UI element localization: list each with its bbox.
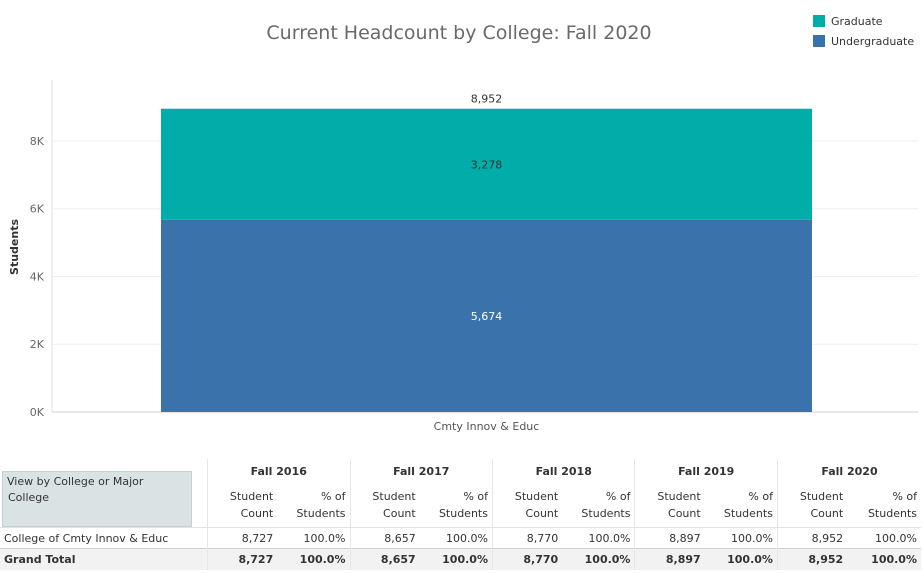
header-student-count: Student Count [776,483,848,528]
y-axis-label: Students [8,219,21,275]
view-by-control[interactable]: View by College or Major College [2,471,192,527]
header-text: % of [463,490,488,503]
legend-label-graduate: Graduate [831,14,883,28]
bar-undergraduate [161,219,812,412]
y-tick-label: 2K [30,338,45,351]
header-text: Student [372,490,416,503]
y-tick-label: 6K [30,203,45,216]
header-pct-students: % of Students [420,483,493,528]
bar-graduate [161,108,812,220]
header-text: Count [668,507,701,520]
row-label: College of Cmty Innov & Educ [0,527,208,549]
header-student-count: Student Count [491,483,563,528]
cell-student-count: 8,770 [491,548,563,570]
cell-student-count: 8,657 [349,548,420,570]
view-by-title: View by College or Major [7,475,144,488]
chart-title: Current Headcount by College: Fall 2020 [266,22,651,44]
cell-pct-students: 100.0% [847,548,921,570]
year-header-2019: Fall 2019 [634,459,778,483]
header-pct-students: % of Students [562,483,635,528]
cell-pct-students: 100.0% [419,527,493,549]
header-student-count: Student Count [207,483,278,528]
cell-pct-students: 100.0% [847,527,921,549]
header-student-count: Student Count [349,483,420,528]
header-pct-students: % of Students [847,483,921,528]
cell-student-count: 8,770 [491,527,563,549]
header-text: Students [581,507,631,520]
cell-student-count: 8,727 [207,548,278,570]
year-header-2018: Fall 2018 [491,459,635,483]
header-student-count: Student Count [634,483,705,528]
grand-total-row: Grand Total 8,727 100.0% 8,657 100.0% 8,770 1… [0,548,921,570]
header-text: Students [867,507,917,520]
grand-total-label: Grand Total [0,548,208,570]
header-text: Students [723,507,773,520]
headcount-chart: Current Headcount by College: Fall 2020 … [8,22,918,433]
header-pct-students: % of Students [705,483,778,528]
header-text: Count [810,507,844,520]
header-pct-students: % of Students [277,483,350,528]
cell-student-count: 8,952 [776,548,848,570]
header-text: Students [296,507,346,520]
header-text: % of [892,490,917,503]
header-text: % of [320,490,346,503]
y-tick-label: 0K [30,406,45,419]
data-label-undergraduate: 5,674 [471,310,503,323]
cell-pct-students: 100.0% [277,527,350,549]
year-header-row: Fall 2016 Fall 2017 Fall 2018 Fall 2019 … [0,459,921,483]
cell-pct-students: 100.0% [277,548,350,570]
header-text: Student [514,490,559,503]
cell-student-count: 8,897 [634,527,705,549]
legend-swatch-graduate [813,15,825,27]
legend-item-graduate[interactable]: Graduate [813,11,914,31]
header-text: Students [438,507,488,520]
total-label: 8,952 [471,93,503,106]
y-tick-label: 8K [30,135,45,148]
cell-student-count: 8,657 [349,527,420,549]
table-row: College of Cmty Innov & Educ 8,727 100.0%… [0,527,921,549]
header-text: Count [240,507,274,520]
header-text: Student [799,490,844,503]
legend-swatch-undergraduate [813,35,825,47]
legend: Graduate Undergraduate [813,11,914,51]
header-text: % of [748,490,773,503]
legend-label-undergraduate: Undergraduate [831,34,915,48]
header-text: Count [525,507,559,520]
header-text: % of [605,490,631,503]
plot-area: 0K 2K 4K 6K 8K 5,674 3,278 8,952 Cmty Innov & Ed… [30,80,918,433]
measure-header-row: Student Count% of Students Student Count% of… [0,483,921,528]
y-tick-label: 4K [30,270,45,283]
cell-pct-students: 100.0% [704,548,778,570]
cell-student-count: 8,897 [634,548,705,570]
legend-item-undergraduate[interactable]: Undergraduate [813,31,914,51]
header-text: Student [657,490,701,503]
data-label-graduate: 3,278 [471,158,503,171]
year-header-2017: Fall 2017 [349,459,493,483]
header-text: Student [229,490,274,503]
view-by-value[interactable]: College [8,491,50,504]
headcount-table: Fall 2016 Fall 2017 Fall 2018 Fall 2019 … [0,459,921,570]
x-tick-label: Cmty Innov & Educ [434,420,540,433]
cell-student-count: 8,952 [776,527,848,549]
cell-pct-students: 100.0% [704,527,778,549]
header-text: Count [383,507,416,520]
cell-pct-students: 100.0% [562,548,635,570]
cell-pct-students: 100.0% [562,527,635,549]
cell-student-count: 8,727 [207,527,278,549]
year-header-2020: Fall 2020 [776,459,921,483]
cell-pct-students: 100.0% [419,548,493,570]
year-header-2016: Fall 2016 [207,459,350,483]
